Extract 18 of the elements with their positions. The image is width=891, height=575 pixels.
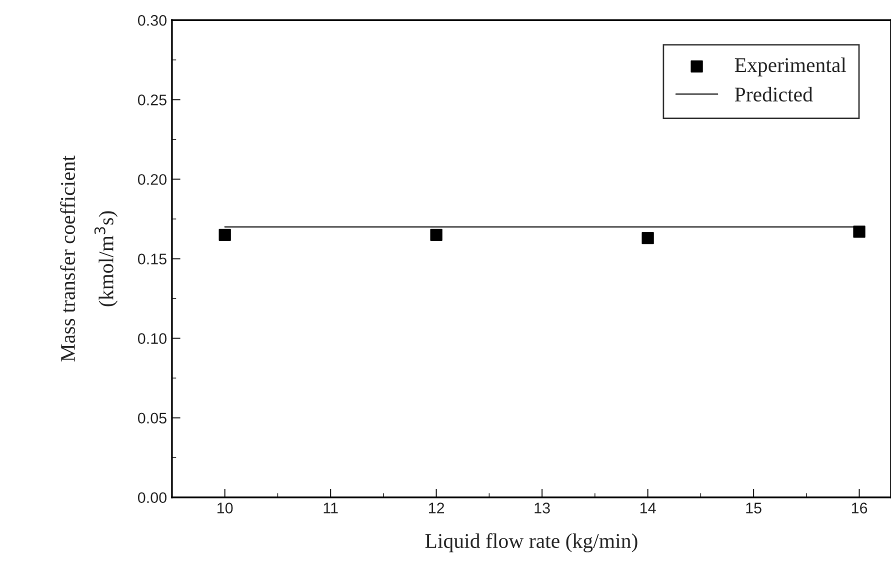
x-axis-title: Liquid flow rate (kg/min)	[425, 533, 638, 552]
legend-label: Experimental	[734, 57, 846, 76]
x-tick-label: 12	[428, 502, 444, 514]
y-tick-label: 0.05	[138, 412, 166, 424]
y-axis-title: Mass transfer coefficient (kmol/m$^{3}$s)	[60, 156, 118, 362]
x-tick-label: 13	[534, 502, 550, 514]
x-tick-label: 10	[218, 502, 233, 514]
y-tick-label: 0.30	[138, 14, 167, 26]
y-tick-label: 0.20	[138, 174, 167, 185]
legend-label: Predicted	[734, 86, 813, 102]
x-tick-label: 15	[746, 502, 762, 514]
y-tick-label: 0.15	[138, 254, 166, 264]
y-tick-label: 0.00	[138, 492, 167, 504]
x-tick-label: 14	[640, 502, 656, 514]
x-tick-label: 11	[324, 502, 338, 514]
y-tick-label: 0.25	[138, 94, 166, 106]
x-tick-label: 16	[852, 502, 868, 514]
y-tick-label: 0.10	[138, 333, 167, 344]
